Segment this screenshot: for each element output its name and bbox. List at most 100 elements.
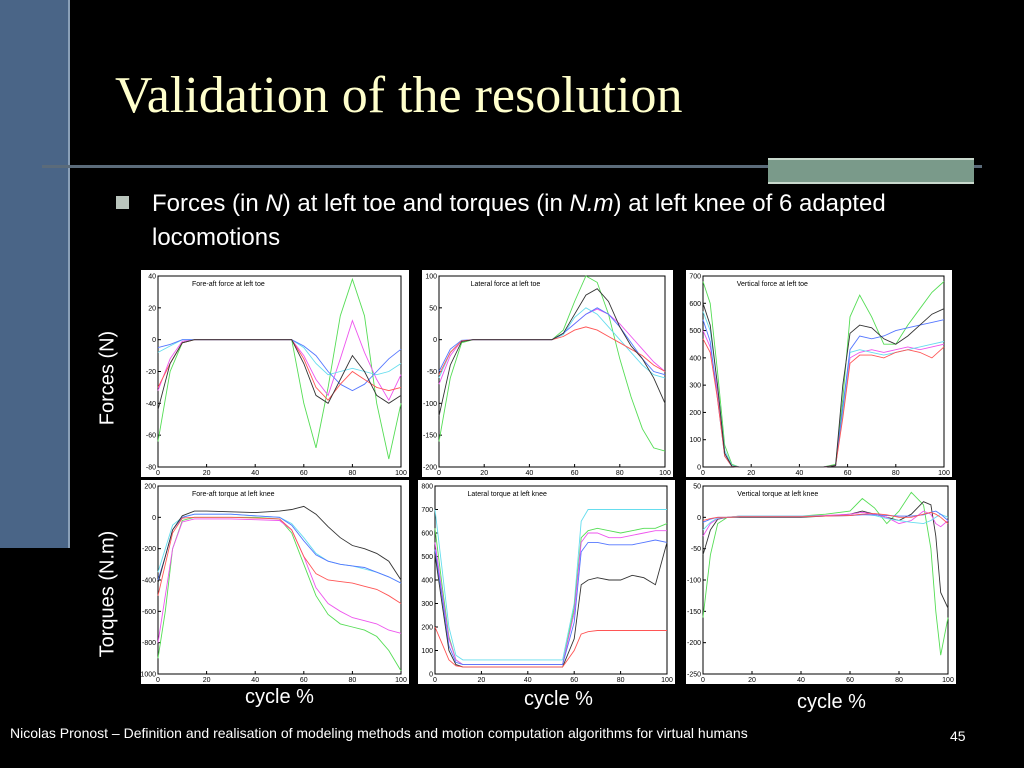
- y-tick-label: -250: [687, 672, 701, 679]
- y-tick-label: -600: [142, 609, 156, 616]
- series-line: [158, 340, 401, 391]
- y-tick-label: -150: [423, 433, 437, 440]
- x-tick-label: 20: [203, 677, 211, 684]
- y-tick-label: 20: [148, 305, 156, 312]
- x-tick-label: 80: [895, 677, 903, 684]
- x-tick-label: 20: [203, 470, 211, 477]
- plot-frame: [439, 276, 665, 467]
- series-line: [158, 321, 401, 401]
- series-line: [435, 510, 667, 660]
- y-tick-label: 200: [689, 410, 701, 417]
- series-line: [158, 519, 401, 643]
- accent-side-bar: [0, 0, 68, 548]
- series-line: [158, 506, 401, 583]
- page-number: 45: [950, 728, 966, 744]
- y-tick-label: 300: [421, 601, 433, 608]
- chart-title: Fore-aft force at left toe: [192, 281, 265, 288]
- y-tick-label: -400: [142, 578, 156, 585]
- bullet-square-icon: [116, 196, 129, 209]
- y-tick-label: 200: [421, 625, 433, 632]
- y-tick-label: 100: [421, 648, 433, 655]
- y-tick-label: 500: [421, 554, 433, 561]
- row-label-forces: Forces (N): [97, 331, 120, 425]
- y-tick-label: 700: [421, 507, 433, 514]
- x-tick-label: 100: [659, 470, 671, 477]
- x-tick-label: 40: [797, 677, 805, 684]
- y-tick-label: -200: [142, 546, 156, 553]
- x-tick-label: 100: [395, 470, 407, 477]
- y-tick-label: -50: [427, 369, 437, 376]
- y-tick-label: -100: [423, 401, 437, 408]
- chart-title: Fore-aft torque at left knee: [192, 491, 275, 498]
- chart-svg: 2000-200-400-600-800-1000020406080100For…: [141, 480, 409, 684]
- chart-title: Vertical torque at left knee: [737, 491, 818, 498]
- col-label-3: cycle %: [797, 691, 866, 714]
- y-tick-label: -80: [146, 465, 156, 472]
- bullet-text-part: Forces (in: [152, 190, 265, 217]
- series-line: [439, 276, 665, 451]
- chart-panel-foreaft-force: 40 20 0 -20 -40 -60 -80 0 20 40 60 80 100 Fore-aft fo…: [141, 270, 409, 477]
- x-tick-label: 0: [437, 470, 441, 477]
- chart-panel-vertical-force: 700 600 500 400 300 200 100 0 0 20 40 60 80 100 Vertic…: [686, 270, 952, 477]
- x-tick-label: 40: [251, 470, 259, 477]
- y-tick-label: -50: [691, 546, 701, 553]
- x-tick-label: 100: [942, 677, 954, 684]
- x-tick-label: 80: [349, 677, 357, 684]
- y-tick-label: -20: [146, 369, 156, 376]
- x-tick-label: 0: [156, 677, 160, 684]
- series-line: [435, 531, 667, 665]
- x-tick-label: 100: [661, 677, 673, 684]
- series-line: [158, 340, 401, 401]
- x-tick-label: 60: [300, 470, 308, 477]
- chart-panel-foreaft-torque: 2000-200-400-600-800-1000020406080100For…: [141, 480, 409, 684]
- x-tick-label: 20: [478, 677, 486, 684]
- x-tick-label: 40: [251, 677, 259, 684]
- y-tick-label: 100: [689, 437, 701, 444]
- series-line: [439, 308, 665, 375]
- series-line: [703, 312, 944, 468]
- series-line: [703, 320, 944, 467]
- y-tick-label: 600: [421, 531, 433, 538]
- x-tick-label: 20: [480, 470, 488, 477]
- series-line: [435, 540, 667, 665]
- x-tick-label: 80: [617, 677, 625, 684]
- x-tick-label: 60: [570, 677, 578, 684]
- x-tick-label: 40: [526, 470, 534, 477]
- title-divider-accent: [768, 158, 974, 184]
- y-tick-label: 50: [693, 484, 701, 491]
- x-tick-label: 80: [349, 470, 357, 477]
- y-tick-label: 100: [425, 274, 437, 281]
- x-tick-label: 80: [892, 470, 900, 477]
- y-tick-label: 300: [689, 383, 701, 390]
- y-tick-label: -200: [423, 465, 437, 472]
- x-tick-label: 80: [616, 470, 624, 477]
- y-tick-label: 400: [421, 578, 433, 585]
- y-tick-label: -200: [687, 640, 701, 647]
- series-line: [439, 327, 665, 375]
- chart-title: Lateral torque at left knee: [467, 491, 546, 498]
- unit-newton: N: [265, 190, 282, 217]
- y-tick-label: 50: [429, 305, 437, 312]
- bullet-text: Forces (in N) at left toe and torques (i…: [152, 187, 952, 255]
- y-tick-label: 600: [689, 301, 701, 308]
- x-tick-label: 60: [844, 470, 852, 477]
- accent-side-line: [68, 0, 70, 548]
- series-line: [435, 627, 667, 667]
- y-tick-label: -40: [146, 401, 156, 408]
- chart-panel-vertical-torque: 50 0 -50 -100 -150 -200 -250 0 20 40 60 80 100 Vertic…: [686, 480, 956, 684]
- chart-title: Lateral force at left toe: [471, 281, 541, 288]
- y-tick-label: 500: [689, 328, 701, 335]
- chart-panel-lateral-force: 100 50 0 -50 -100 -150 -200 0 20 40 60 80 100 Lateral…: [422, 270, 673, 477]
- x-tick-label: 40: [524, 677, 532, 684]
- chart-svg: 800 700 600 500 400 300 200 100 00 20 40 60 80 100 Lat…: [418, 480, 675, 684]
- x-tick-label: 40: [796, 470, 804, 477]
- y-tick-label: 700: [689, 274, 701, 281]
- y-tick-label: 400: [689, 355, 701, 362]
- x-tick-label: 0: [701, 677, 705, 684]
- chart-title: Vertical force at left toe: [737, 281, 808, 288]
- y-tick-label: 0: [697, 515, 701, 522]
- chart-svg: 70060050040030020010000 20 40 60 80 100Vertic…: [686, 270, 952, 477]
- plot-frame: [435, 486, 667, 674]
- footer-text: Nicolas Pronost – Definition and realisa…: [10, 725, 748, 741]
